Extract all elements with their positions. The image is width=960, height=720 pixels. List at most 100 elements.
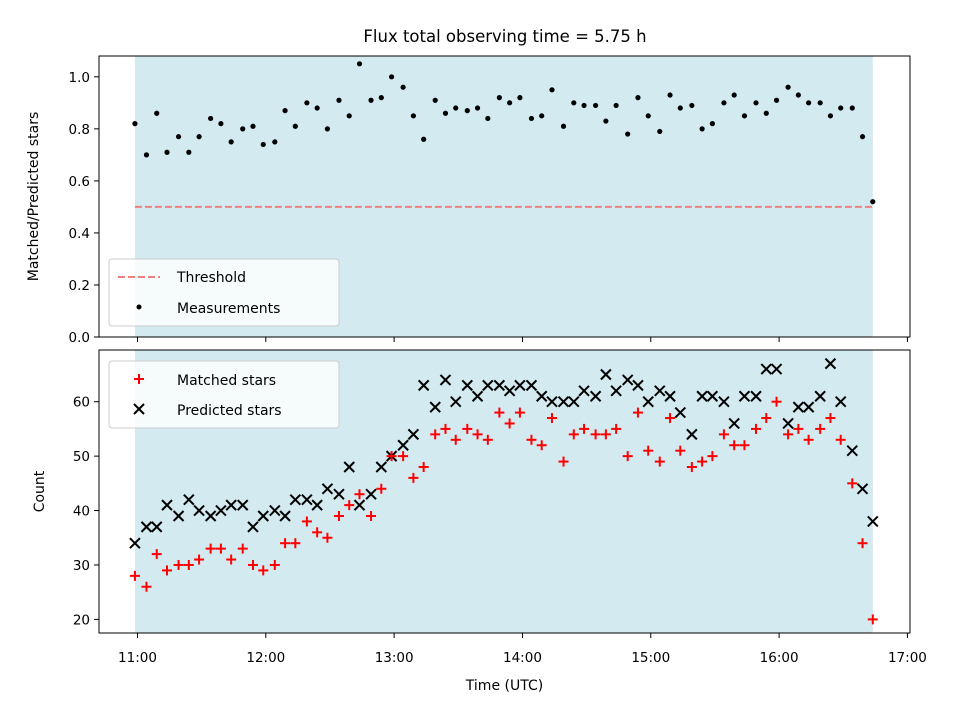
matched-star-point [183,559,194,570]
predicted-star-point [654,385,666,397]
predicted-star-point [770,363,783,375]
matched-star-point [366,510,377,521]
matched-legend-swatch [134,374,144,384]
measurement-point [699,126,705,132]
predicted-star-point [407,428,420,441]
predicted-star-point [674,406,687,419]
predicted-star-point [557,395,570,408]
measurement-point [282,108,288,114]
matched-star-point [418,462,429,473]
predicted-star-point [621,374,634,386]
measurement-point [378,95,384,101]
matched-star-point [546,413,557,424]
predicted-star-point [439,374,452,386]
predicted-star-point [824,357,837,370]
matched-star-point [129,570,140,581]
matched-star-point [280,538,291,549]
matched-star-point [173,559,184,570]
ratio-y-tick-label: 1.0 [69,70,90,86]
matched-star-point [450,434,461,445]
predicted-star-point [151,521,163,533]
predicted-star-point [642,395,654,408]
predicted-star-point [471,390,484,402]
predicted-star-point [429,401,441,413]
predicted-star-point [183,493,195,506]
predicted-star-point [686,428,698,441]
count-panel: 20 30 40 50 60 11:00 12:00 13:00 14:00 15:00 16:0… [32,349,927,694]
matched-star-point [269,559,280,570]
matched-star-point [847,478,858,489]
measurement-point [175,134,182,140]
measurements-legend-swatch [136,304,142,310]
predicted-star-point [204,510,217,522]
x-axis-label: Time (UTC) [465,678,543,694]
predicted-star-point [482,379,494,392]
predicted-star-point [718,395,730,408]
matched-star-point [803,434,814,445]
predicted-star-point [856,483,869,495]
measurement-point [314,105,320,111]
chart-title: Flux total observing time = 5.75 h [363,27,646,46]
count-legend: Matched stars Predicted stars [108,360,340,429]
matched-star-point [247,559,258,570]
matched-star-point [835,434,846,445]
predicted-star-point [728,417,740,430]
count-y-tick-label: 60 [73,395,90,411]
predicted-star-point [632,379,644,392]
measurement-point [677,105,683,111]
matched-star-point [675,445,686,456]
matched-star-point [141,581,152,592]
predicted-star-point [269,504,281,517]
x-tick-label: 13:00 [375,650,414,666]
measurement-point [464,108,470,114]
x-tick-label: 11:00 [118,650,157,666]
ratio-y-axis-label: Matched/Predicted stars [26,112,42,282]
predicted-star-point [846,444,858,457]
predicted-star-point [321,483,334,495]
measurement-point [560,123,567,129]
measurement-point [625,131,631,137]
predicted-star-point [172,510,185,522]
measurement-point [356,61,363,67]
matched-star-point [697,456,708,467]
matched-star-point [354,489,365,500]
predicted-star-point [333,488,345,500]
measurement-point [260,141,266,148]
measurement-point [817,100,823,106]
measurement-point [250,123,256,129]
matched-star-point [151,549,162,560]
matched-star-point [793,423,804,434]
matched-star-point [729,440,740,451]
matched-star-point [783,429,794,440]
matched-star-point [312,527,323,538]
predicted-star-point [450,395,462,408]
measurement-point [240,126,246,132]
matched-star-point [472,429,483,440]
measurement-point [721,100,727,106]
matched-star-point [643,445,654,456]
predicted-star-point [247,521,259,533]
measurement-point [196,134,202,140]
ratio-x-ticks [136,337,908,342]
measurement-point [507,100,513,106]
predicted-star-point [782,417,794,430]
matched-star-point [440,423,451,434]
matched-star-point [590,429,601,440]
measurement-point [292,123,298,129]
count-x-ticks: 11:00 12:00 13:00 14:00 15:00 16:00 17:00 [118,633,927,666]
matched-star-point [398,451,409,462]
x-tick-label: 16:00 [760,650,799,666]
ratio-panel: 0.0 0.2 0.4 0.6 0.8 1.0 Matched/Predicted sta… [26,55,911,346]
measurement-point [657,128,663,135]
count-y-tick-label: 40 [73,504,90,520]
measurement-point [613,102,619,109]
measurement-point [859,134,866,140]
measurement-point [388,74,395,80]
measurement-point [272,139,278,145]
matched-star-point [825,413,836,424]
matched-star-point [215,543,226,554]
predicted-star-point [706,390,719,402]
measurement-point [635,95,641,101]
predicted-star-point [140,521,153,533]
predicted-star-point [568,395,580,408]
